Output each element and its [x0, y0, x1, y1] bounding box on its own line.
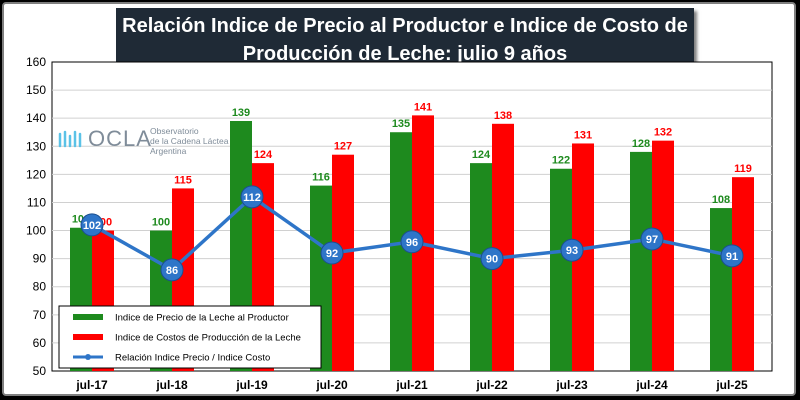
y-tick-label: 120 [26, 167, 46, 181]
y-tick-label: 110 [27, 195, 46, 209]
x-tick-label: jul-25 [715, 378, 748, 392]
y-tick-label: 50 [33, 364, 47, 378]
data-label-producer-price: 122 [552, 155, 570, 167]
y-tick-label: 140 [26, 111, 46, 125]
ratio-point [560, 238, 584, 262]
y-tick-label: 80 [33, 280, 47, 294]
x-tick-label: jul-19 [235, 378, 268, 392]
logo-name: OCLA [88, 126, 152, 151]
data-label-producer-price: 108 [712, 194, 730, 206]
x-tick-label: jul-24 [635, 378, 668, 392]
chart-title: Relación Indice de Precio al Productor e… [116, 8, 694, 72]
data-label-production-cost: 127 [334, 141, 352, 153]
ratio-point [80, 213, 104, 237]
data-label-ratio: 112 [243, 192, 261, 204]
milk-wave-icon [58, 130, 82, 148]
y-tick-label: 150 [26, 83, 46, 97]
bar-producer-price [710, 208, 732, 371]
chart-frame: Relación Indice de Precio al Productor e… [2, 2, 796, 396]
y-tick-label: 70 [33, 308, 47, 322]
ratio-point [240, 185, 264, 209]
data-label-ratio: 86 [166, 265, 178, 277]
ratio-point [480, 247, 504, 271]
data-label-production-cost: 115 [174, 174, 192, 186]
data-label-production-cost: 124 [254, 149, 273, 161]
data-label-production-cost: 141 [414, 101, 432, 113]
logo-line-3: Argentina [150, 146, 187, 156]
data-label-ratio: 96 [406, 237, 418, 249]
data-label-producer-price: 139 [232, 107, 250, 119]
data-label-producer-price: 128 [632, 138, 650, 150]
bar-producer-price [470, 163, 492, 371]
data-label-production-cost: 119 [734, 163, 752, 175]
y-tick-label: 60 [33, 336, 47, 350]
chart-title-line-2: Producción de Leche: julio 9 años [242, 43, 568, 65]
y-tick-label: 90 [33, 252, 47, 266]
ratio-point [400, 230, 424, 254]
data-label-ratio: 90 [486, 254, 498, 266]
data-label-production-cost: 132 [654, 127, 672, 139]
ratio-point [320, 241, 344, 265]
x-tick-label: jul-23 [555, 378, 588, 392]
data-label-ratio: 102 [83, 220, 101, 232]
bar-production-cost [492, 123, 514, 371]
y-tick-label: 100 [26, 224, 46, 238]
data-label-ratio: 91 [726, 251, 738, 263]
data-label-producer-price: 124 [472, 149, 491, 161]
bar-line-chart: 50 60 70 80 90 100 110 120 130 140 150 160 OCLAObser… [26, 55, 773, 392]
data-label-ratio: 93 [566, 245, 578, 257]
y-tick-label: 160 [26, 55, 46, 69]
legend-label-production-cost: Indice de Costos de Producción de la Lec… [115, 333, 301, 344]
data-label-producer-price: 135 [392, 118, 410, 130]
bar-producer-price [550, 168, 572, 371]
data-label-production-cost: 138 [494, 110, 512, 122]
bar-producer-price [390, 132, 412, 371]
ratio-point [160, 258, 184, 282]
chart-title-line-1: Relación Indice de Precio al Productor e… [122, 15, 688, 37]
bar-production-cost [732, 177, 754, 371]
legend-label-ratio: Relación Indice Precio / Indice Costo [115, 353, 270, 364]
legend-marker-ratio [85, 354, 91, 360]
bar-production-cost [652, 140, 674, 371]
data-label-ratio: 92 [326, 248, 338, 260]
data-label-production-cost: 131 [574, 129, 592, 141]
y-tick-label: 130 [26, 139, 46, 153]
data-label-producer-price: 100 [152, 217, 170, 229]
x-tick-label: jul-17 [75, 378, 108, 392]
data-label-ratio: 97 [646, 234, 658, 246]
ratio-point [640, 227, 664, 251]
x-tick-label: jul-22 [475, 378, 508, 392]
x-tick-label: jul-20 [315, 378, 348, 392]
bar-producer-price [630, 151, 652, 371]
ratio-point [720, 244, 744, 268]
bar-production-cost [572, 143, 594, 371]
x-tick-label: jul-21 [395, 378, 428, 392]
logo-line-1: Observatorio [150, 126, 199, 136]
logo-line-2: de la Cadena Láctea [150, 136, 229, 146]
legend-label-producer-price: Indice de Precio de la Leche al Producto… [115, 313, 289, 324]
x-tick-label: jul-18 [155, 378, 188, 392]
data-label-producer-price: 116 [312, 172, 330, 184]
bar-production-cost [332, 154, 354, 371]
